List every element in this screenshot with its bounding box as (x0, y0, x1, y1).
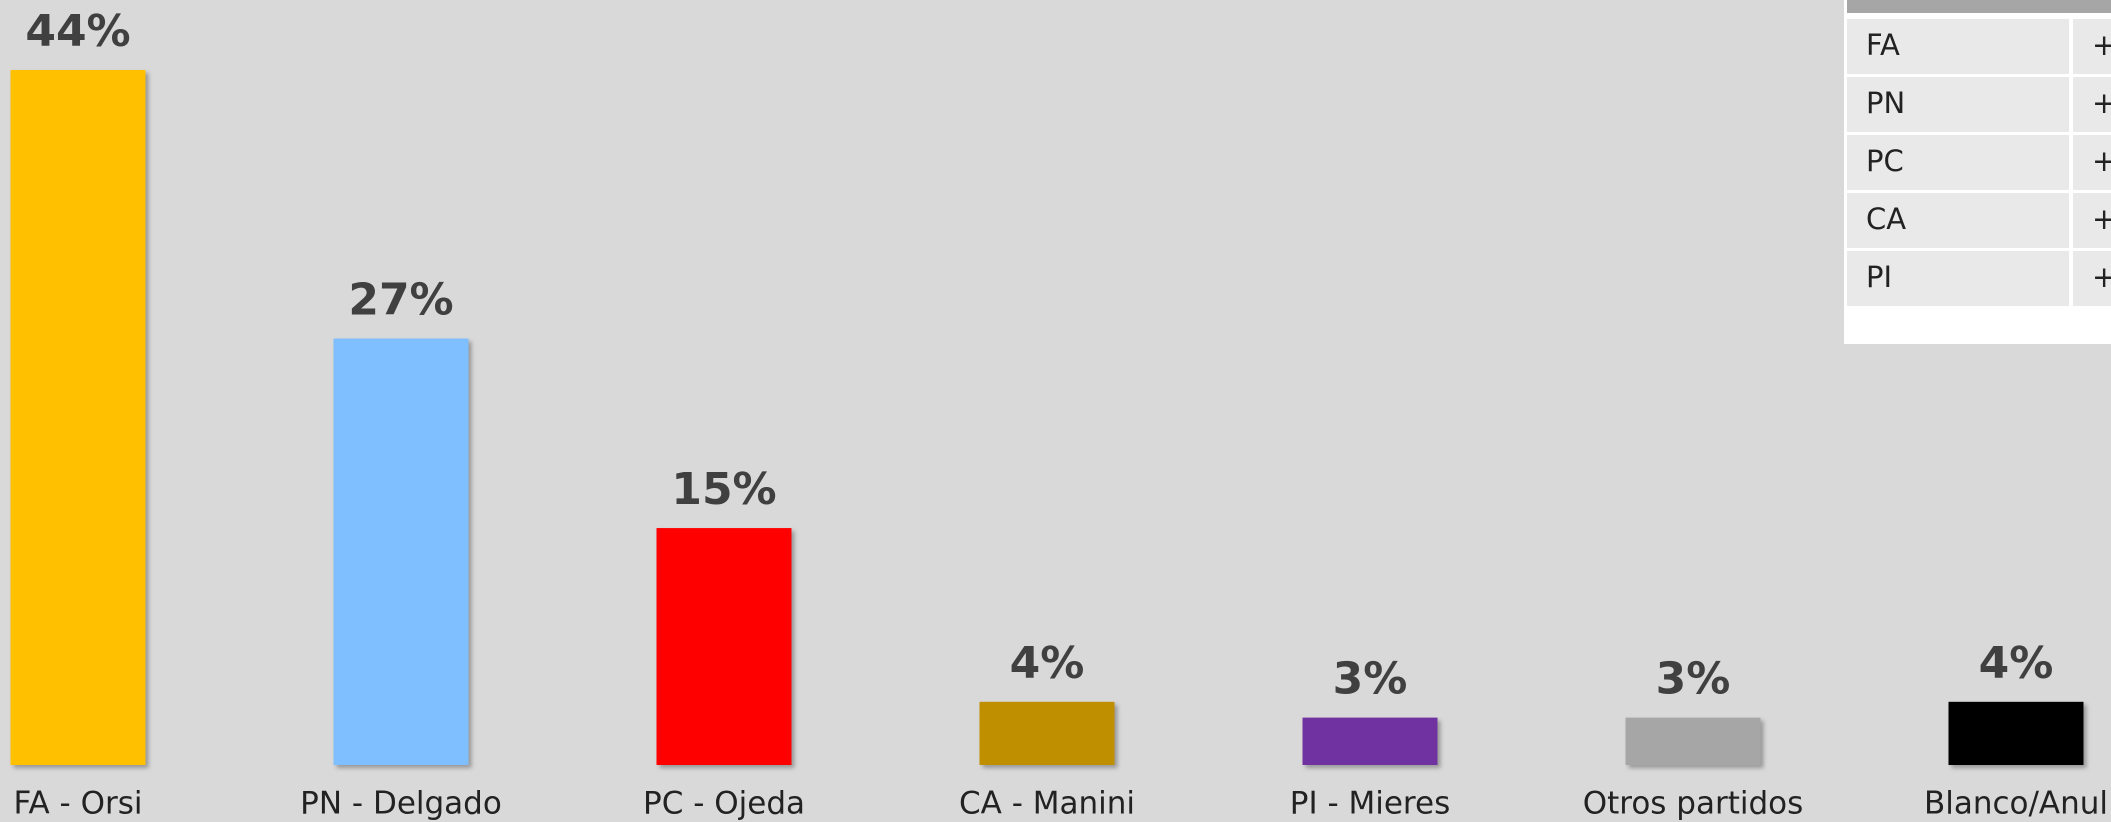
row-value: + (2092, 144, 2111, 178)
bar (1625, 717, 1761, 765)
row-value: + (2092, 202, 2111, 236)
value-label: 27% (348, 275, 453, 326)
value-label: 15% (671, 464, 776, 515)
value-label: 3% (1656, 654, 1731, 705)
value-label: 4% (1979, 638, 2054, 689)
row-label: PC (1866, 144, 1904, 178)
value-label: 4% (1010, 638, 1085, 689)
x-tick-label: CA - Manini (959, 786, 1135, 822)
row-label: FA (1866, 28, 1900, 62)
bar (656, 528, 792, 765)
x-tick-label: Otros partidos (1583, 786, 1804, 822)
table-cell (2073, 77, 2111, 132)
table-cell (1847, 19, 2069, 74)
bar (979, 701, 1115, 765)
bar (333, 338, 469, 765)
bar (10, 70, 146, 765)
table-cell (2073, 135, 2111, 190)
x-tick-label: PN - Delgado (300, 786, 502, 822)
table-cell (1847, 135, 2069, 190)
x-tick-label: PC - Ojeda (643, 786, 805, 822)
table-cell (1847, 77, 2069, 132)
row-value: + (2092, 86, 2111, 120)
row-label: PI (1866, 260, 1892, 294)
summary-table: FA + PN + PC + CA + PI + (1844, 0, 2111, 344)
bar (1302, 717, 1438, 765)
table-cell (1847, 251, 2069, 306)
bar (1948, 701, 2084, 765)
x-tick-label: PI - Mieres (1290, 786, 1450, 822)
table-cell (2073, 193, 2111, 248)
row-value: + (2092, 28, 2111, 62)
table-cell (2073, 251, 2111, 306)
table-header (1847, 0, 2111, 13)
row-value: + (2092, 260, 2111, 294)
x-tick-label: Blanco/Anul (1924, 786, 2108, 822)
row-label: PN (1866, 86, 1905, 120)
row-label: CA (1866, 202, 1906, 236)
table-cell (1847, 193, 2069, 248)
x-tick-label: FA - Orsi (14, 786, 143, 822)
value-label: 44% (25, 6, 130, 57)
value-label: 3% (1333, 654, 1408, 705)
table-cell (2073, 19, 2111, 74)
